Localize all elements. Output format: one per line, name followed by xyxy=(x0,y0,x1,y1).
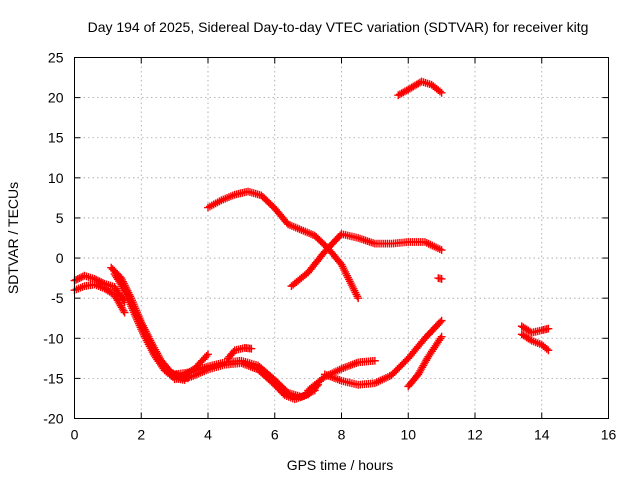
y-tick-label: 5 xyxy=(56,210,64,226)
x-tick-label: 10 xyxy=(400,427,416,443)
data-point xyxy=(437,88,446,97)
y-tick-label: -20 xyxy=(43,411,63,427)
data-series-arc-10 xyxy=(320,316,446,389)
data-point xyxy=(396,362,405,370)
data-point xyxy=(354,294,363,303)
y-tick-label: 15 xyxy=(48,130,64,146)
data-point xyxy=(120,308,129,317)
y-tick-labels: -20 -15 -10 -5 0 5 10 15 20 25 xyxy=(43,50,63,427)
data-series-arc-5 xyxy=(120,284,192,383)
x-tick-label: 12 xyxy=(467,427,483,443)
y-axis-label: SDTVAR / TECUs xyxy=(5,182,21,294)
plot-frame xyxy=(74,57,609,419)
y-tick-label: 0 xyxy=(56,250,64,266)
x-tick-label: 8 xyxy=(338,427,346,443)
y-tick-label: -5 xyxy=(51,290,64,306)
data-point xyxy=(399,359,408,367)
y-tick-label: -10 xyxy=(43,330,63,346)
data-point xyxy=(393,365,402,373)
x-tick-label: 16 xyxy=(601,427,617,443)
data-series-arc-4 xyxy=(110,270,189,384)
data-series-arc-8 xyxy=(224,344,256,363)
data-point xyxy=(395,363,404,372)
grid-layer xyxy=(74,57,609,419)
data-series-arc-9 xyxy=(304,356,379,395)
data-point xyxy=(204,350,212,359)
data-point xyxy=(544,346,553,355)
data-series-arc-17 xyxy=(517,330,553,355)
data-series-arc-15 xyxy=(434,274,446,283)
data-point xyxy=(437,316,446,325)
data-point xyxy=(437,246,446,254)
data-point xyxy=(544,324,553,333)
data-series-arc-7 xyxy=(170,356,319,401)
data-point xyxy=(401,357,410,366)
data-series-arc-12 xyxy=(204,187,363,303)
data-point xyxy=(370,356,379,365)
data-series-arc-11 xyxy=(404,332,446,391)
y-tick-label: -15 xyxy=(43,370,63,386)
data-series-arc-16 xyxy=(517,322,553,337)
data-series-arc-14 xyxy=(394,77,446,100)
series-layer xyxy=(70,77,553,404)
data-series-arc-2 xyxy=(70,280,129,317)
y-tick-label: 25 xyxy=(48,50,64,66)
x-axis-label: GPS time / hours xyxy=(287,457,394,473)
x-tick-label: 6 xyxy=(271,427,279,443)
data-point xyxy=(437,275,446,283)
data-point xyxy=(398,360,407,369)
x-tick-labels: 0 2 4 6 8 10 12 14 16 xyxy=(71,427,617,443)
data-point xyxy=(247,344,256,353)
y-tick-label: 20 xyxy=(48,90,64,106)
x-tick-label: 4 xyxy=(204,427,212,443)
x-tick-label: 14 xyxy=(534,427,550,443)
data-point xyxy=(390,368,399,377)
data-point xyxy=(392,366,401,375)
x-tick-label: 2 xyxy=(137,427,145,443)
data-point xyxy=(437,332,446,341)
chart-title: Day 194 of 2025, Sidereal Day-to-day VTE… xyxy=(88,19,589,35)
data-series-arc-13 xyxy=(287,230,446,291)
y-tick-label: 10 xyxy=(48,170,64,186)
x-tick-label: 0 xyxy=(71,427,79,443)
